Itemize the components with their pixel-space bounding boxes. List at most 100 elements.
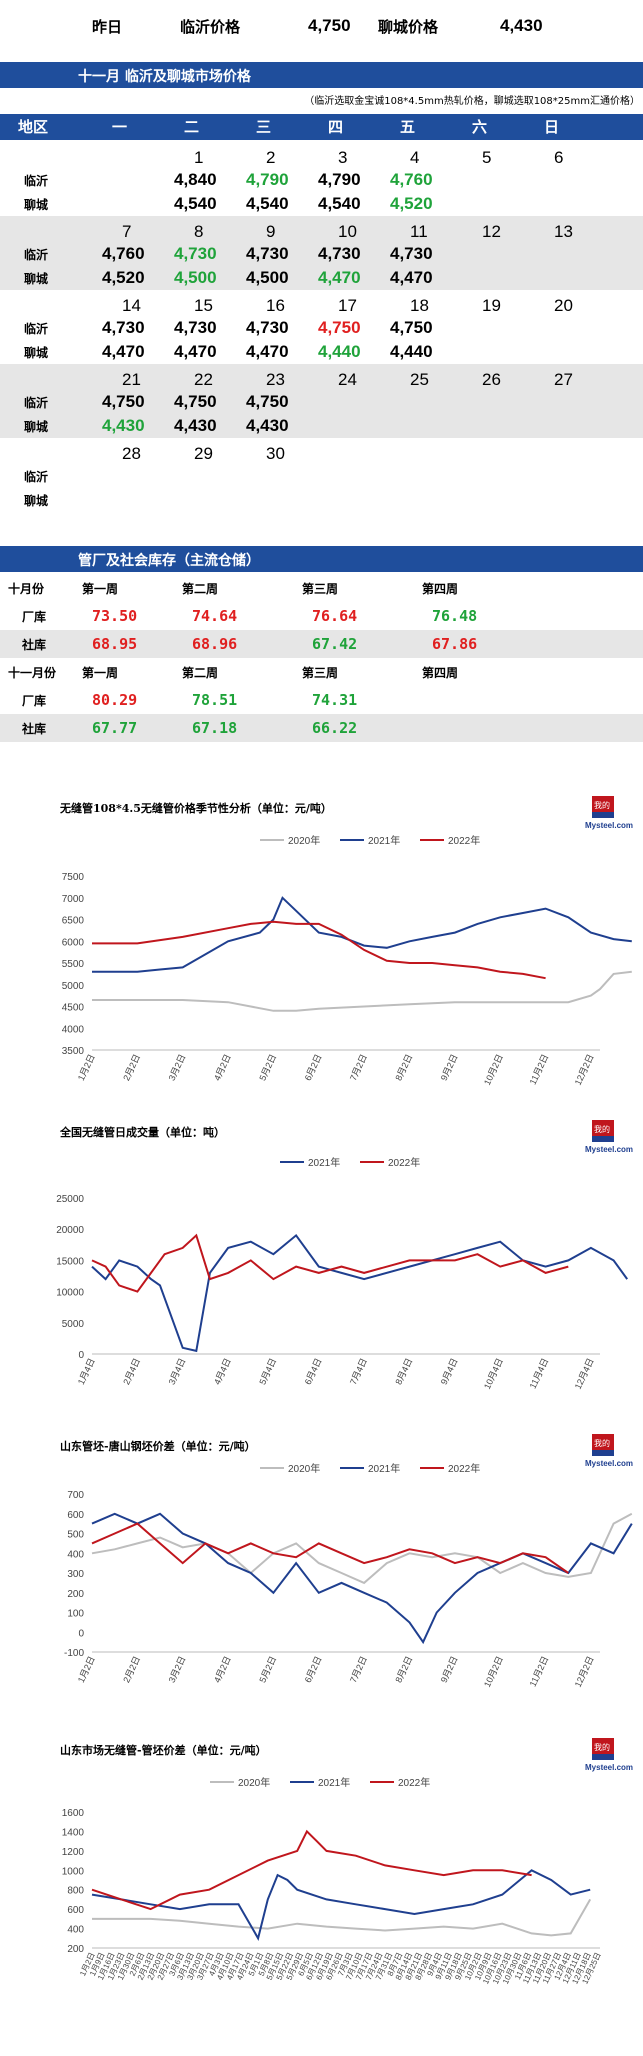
- liaocheng-price: 4,430: [246, 416, 289, 435]
- series-line: [91, 1512, 633, 1645]
- series-line: [91, 1512, 633, 1585]
- legend-label: 2020年: [288, 1462, 320, 1475]
- calendar-header-cell: 六: [472, 118, 488, 136]
- y-tick-label: 100: [67, 1609, 84, 1620]
- inventory-week-label: 第三周: [302, 582, 339, 596]
- liaocheng-price: 4,520: [390, 194, 433, 213]
- city-label-liaocheng: 聊城: [24, 346, 49, 360]
- calendar-week: 临沂 聊城 1 4,840 4,540 2 4,790 4,540 3 4,790 4,540 4 4,…: [0, 142, 643, 216]
- y-tick-label: 7000: [62, 894, 85, 905]
- x-tick-label: 4月2日: [212, 1053, 233, 1083]
- calendar-date: 12: [482, 222, 501, 241]
- inventory-row: 厂库 73.50 74.64 76.64 76.48: [0, 602, 643, 630]
- liaocheng-price-value: 4,430: [500, 16, 543, 35]
- calendar-header-cell: 四: [328, 118, 344, 136]
- x-tick-label: 12月4日: [573, 1357, 596, 1391]
- inventory-row-label: 社库: [22, 638, 47, 652]
- x-tick-label: 1月2日: [76, 1655, 97, 1685]
- y-tick-label: 1000: [62, 1866, 85, 1877]
- y-tick-label: 0: [78, 1628, 84, 1639]
- price-note: （临沂选取金宝诚108*4.5mm热轧价格，聊城选取108*25mm汇通价格）: [304, 96, 640, 107]
- x-tick-label: 12月2日: [573, 1053, 596, 1087]
- inventory-value: 68.96: [192, 635, 238, 653]
- month-title-bar: 十一月 临沂及聊城市场价格: [0, 62, 643, 88]
- legend-label: 2021年: [368, 834, 400, 847]
- x-tick-label: 8月2日: [393, 1655, 414, 1685]
- city-label-liaocheng: 聊城: [24, 494, 49, 508]
- y-tick-label: 25000: [56, 1194, 84, 1205]
- y-tick-label: 6000: [62, 937, 85, 948]
- inventory-row: 社库 68.95 68.96 67.42 67.86: [0, 630, 643, 658]
- liaocheng-price: 4,500: [246, 268, 289, 287]
- calendar-date: 28: [122, 444, 141, 463]
- linyi-price: 4,730: [246, 318, 289, 337]
- inventory-value: 76.64: [312, 607, 358, 625]
- y-tick-label: 500: [67, 1530, 84, 1541]
- calendar-week: 临沂 聊城 28 29 30: [0, 438, 643, 512]
- calendar-date: 15: [194, 296, 213, 315]
- calendar-date: 6: [554, 148, 564, 167]
- inventory-value: 68.95: [92, 635, 138, 653]
- liaocheng-price: 4,430: [102, 416, 145, 435]
- inventory-row-label: 十月份: [8, 582, 45, 596]
- inventory-value: 74.31: [312, 691, 358, 709]
- linyi-price-label: 临沂价格: [180, 18, 241, 36]
- x-tick-label: 2月4日: [121, 1357, 142, 1387]
- series-line: [91, 1829, 532, 1911]
- inventory-title-bar: 管厂及社会库存（主流仓储）: [0, 546, 643, 572]
- series-line: [91, 1522, 569, 1574]
- legend-label: 2021年: [318, 1776, 350, 1789]
- inventory-title: 管厂及社会库存（主流仓储）: [78, 553, 260, 569]
- calendar-date: 9: [266, 222, 276, 241]
- calendar-header-cell: 地区: [18, 118, 49, 136]
- x-tick-label: 5月4日: [257, 1357, 278, 1387]
- mysteel-logo-icon: Mysteel.com 我的: [585, 796, 633, 830]
- y-tick-label: 6500: [62, 916, 85, 927]
- y-tick-label: 5000: [62, 1319, 85, 1330]
- y-tick-label: 600: [67, 1905, 84, 1916]
- y-tick-label: 7500: [62, 872, 85, 883]
- logo-cn-text: 我的: [594, 1742, 610, 1752]
- calendar-date: 29: [194, 444, 213, 463]
- legend-entry: 2022年: [360, 1156, 420, 1169]
- inventory-value: 67.18: [192, 719, 238, 737]
- calendar-date: 21: [122, 370, 141, 389]
- liaocheng-price-label: 聊城价格: [378, 18, 439, 36]
- series-line: [92, 896, 632, 973]
- linyi-price: 4,750: [246, 392, 289, 411]
- linyi-price: 4,730: [318, 244, 361, 263]
- calendar-date: 25: [410, 370, 429, 389]
- y-tick-label: 1400: [62, 1827, 85, 1838]
- x-tick-label: 8月4日: [393, 1357, 414, 1387]
- inventory-week-label: 第二周: [182, 666, 219, 680]
- y-tick-label: 0: [78, 1350, 84, 1361]
- liaocheng-price: 4,500: [174, 268, 217, 287]
- liaocheng-price: 4,470: [390, 268, 433, 287]
- chart-panel: 无缝管108*4.5无缝管价格季节性分析（单位：元/吨） Mysteel.com 我…: [0, 792, 643, 1112]
- calendar-week: 临沂 聊城 7 4,760 4,520 8 4,730 4,500 9 4,730 4,500 10 4…: [0, 216, 643, 290]
- chart-svg: 山东市场无缝管-管坯价差（单位：元/吨） Mysteel.com 我的 2020年 20…: [60, 1738, 633, 1985]
- chart-panel: 山东市场无缝管-管坯价差（单位：元/吨） Mysteel.com 我的 2020年 20…: [0, 1734, 643, 2052]
- series-line: [91, 1233, 569, 1293]
- liaocheng-price: 4,470: [246, 342, 289, 361]
- legend-label: 2020年: [238, 1776, 270, 1789]
- calendar-date: 10: [338, 222, 357, 241]
- liaocheng-price: 4,440: [318, 342, 361, 361]
- linyi-price-value: 4,750: [308, 16, 351, 35]
- yesterday-label: 昨日: [92, 18, 123, 36]
- calendar-header-cell: 一: [112, 118, 128, 136]
- city-label-liaocheng: 聊城: [24, 272, 49, 286]
- series-line: [92, 1898, 592, 1937]
- calendar-date: 27: [554, 370, 573, 389]
- y-tick-label: -100: [64, 1648, 84, 1659]
- yesterday-row: 昨日 临沂价格 4,750 聊城价格 4,430: [0, 0, 643, 40]
- x-tick-label: 11月2日: [528, 1053, 551, 1087]
- chart-title: 无缝管108*4.5无缝管价格季节性分析（单位：元/吨）: [59, 801, 332, 815]
- y-tick-label: 1600: [62, 1808, 85, 1819]
- logo-cn-text: 我的: [594, 1124, 610, 1134]
- x-tick-label: 10月2日: [482, 1053, 505, 1087]
- series-line: [91, 1233, 629, 1353]
- linyi-price: 4,760: [102, 244, 145, 263]
- legend-entry: 2020年: [210, 1776, 270, 1789]
- x-tick-label: 10月4日: [482, 1357, 505, 1391]
